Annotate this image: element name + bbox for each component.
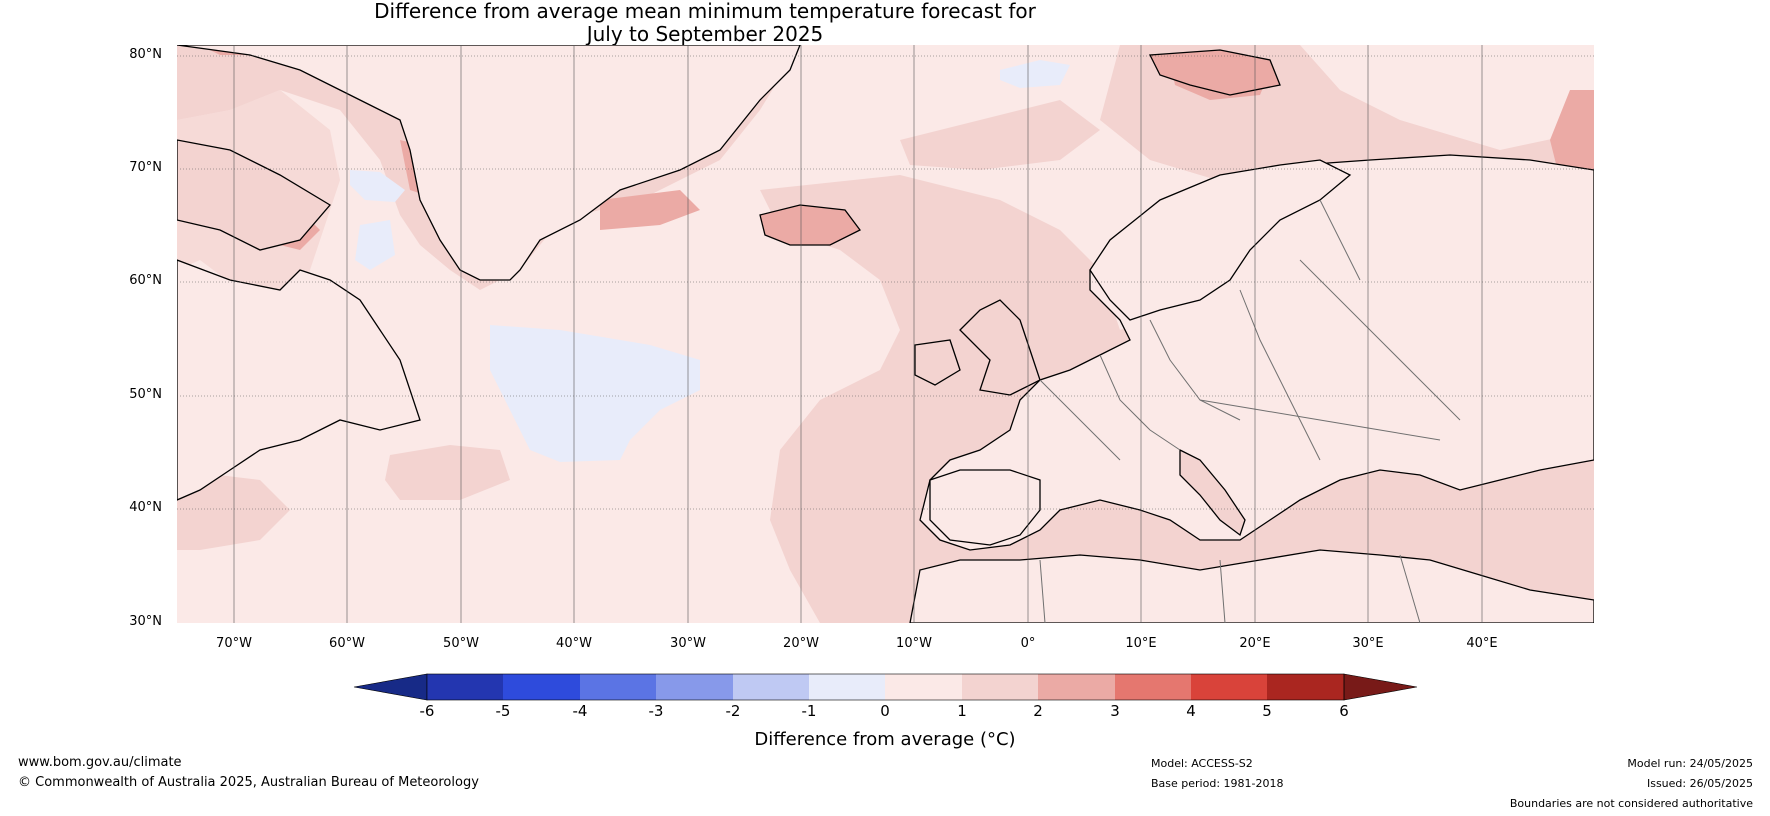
copyright-text: © Commonwealth of Australia 2025, Austra… [18, 775, 479, 790]
lon-label-40w: 40°W [556, 636, 592, 651]
colorbar-tick-4: 4 [1186, 702, 1196, 720]
colorbar-bin-2-3 [1038, 674, 1115, 700]
lon-label-10w: 10°W [896, 636, 932, 651]
model-run-date: Model run: 24/05/2025 [1627, 757, 1753, 770]
colorbar-high-extension [1343, 673, 1418, 701]
colorbar-bin-1-2 [962, 674, 1038, 700]
anomaly-patch-greenland-southeast-warm [600, 190, 700, 230]
anomaly-patch-newfoundland-south [177, 470, 290, 550]
lon-label-20e: 20°E [1239, 636, 1271, 651]
colorbar-bin-neg3-neg2 [656, 674, 733, 700]
map-title: Difference from average mean minimum tem… [0, 0, 1410, 46]
colorbar-tick-neg2: -2 [725, 702, 741, 720]
colorbar-outline [426, 673, 1345, 701]
lat-label-50n: 50°N [129, 387, 162, 402]
colorbar-tick-3: 3 [1110, 702, 1120, 720]
land-north-africa [909, 549, 1594, 623]
colorbar-tick-neg1: -1 [801, 702, 817, 720]
land-canada [177, 259, 421, 501]
title-line-2: July to September 2025 [586, 22, 824, 46]
lat-label-60n: 60°N [129, 273, 162, 288]
land-italy [1179, 448, 1246, 537]
colorbar-bin-neg4-neg3 [580, 674, 656, 700]
lon-label-30e: 30°E [1352, 636, 1384, 651]
land-britain [959, 299, 1041, 396]
colorbar-tick-5: 5 [1262, 702, 1272, 720]
land-iberia [929, 469, 1041, 546]
lon-label-10e: 10°E [1125, 636, 1157, 651]
lon-label-20w: 20°W [783, 636, 819, 651]
colorbar-tick-neg5: -5 [495, 702, 511, 720]
graticule [177, 55, 1594, 510]
colorbar-bin-0-1 [885, 674, 962, 700]
land-ireland [914, 339, 961, 386]
lon-label-70w: 70°W [216, 636, 252, 651]
colorbar-tick-0: 0 [880, 702, 890, 720]
lon-label-0: 0° [1020, 636, 1036, 651]
colorbar-bin-neg6-neg5 [427, 674, 503, 700]
lon-label-30w: 30°W [670, 636, 706, 651]
anomaly-patch-sargasso-cool [490, 325, 700, 462]
colorbar-bin-3-4 [1115, 674, 1191, 700]
website-link[interactable]: www.bom.gov.au/climate [18, 755, 182, 770]
boundaries-disclaimer: Boundaries are not considered authoritat… [1509, 797, 1753, 810]
model-name: Model: ACCESS-S2 [1151, 757, 1253, 770]
lon-label-50w: 50°W [443, 636, 479, 651]
lat-label-70n: 70°N [129, 160, 162, 175]
lat-label-80n: 80°N [129, 47, 162, 62]
anomaly-patch-labrador-cool-2 [355, 220, 395, 270]
lon-label-40e: 40°E [1466, 636, 1498, 651]
colorbar-bin-neg2-neg1 [733, 674, 809, 700]
colorbar-low-extension [353, 673, 428, 701]
title-line-1: Difference from average mean minimum tem… [374, 0, 1036, 23]
anomaly-patch-arctic-cool [1000, 60, 1070, 88]
base-period: Base period: 1981-2018 [1151, 777, 1284, 790]
lat-label-40n: 40°N [129, 500, 162, 515]
colorbar-tick-1: 1 [957, 702, 967, 720]
lat-label-30n: 30°N [129, 614, 162, 629]
colorbar-label: Difference from average (°C) [754, 729, 1016, 750]
anomaly-patch-azores [385, 445, 510, 500]
land-greenland [177, 45, 801, 281]
meridians [233, 45, 1483, 623]
land-iceland [759, 204, 861, 246]
land-scandinavia [1089, 159, 1352, 321]
colorbar-tick-2: 2 [1033, 702, 1043, 720]
anomaly-contours [177, 45, 1594, 623]
country-borders [1039, 199, 1461, 623]
colorbar [353, 673, 1418, 701]
colorbar-tick-6: 6 [1339, 702, 1349, 720]
issued-date: Issued: 26/05/2025 [1646, 777, 1753, 790]
colorbar-bin-neg1-0 [809, 674, 885, 700]
lon-label-60w: 60°W [329, 636, 365, 651]
colorbar-bin-5-6 [1267, 674, 1344, 700]
anomaly-patch-mid-atlantic [900, 100, 1100, 170]
colorbar-tick-neg3: -3 [648, 702, 664, 720]
land-baffin [177, 139, 331, 251]
colorbar-bin-neg5-neg4 [503, 674, 580, 700]
anomaly-patch-labrador-cool [350, 170, 405, 202]
colorbar-tick-neg6: -6 [419, 702, 435, 720]
colorbar-bin-4-5 [1191, 674, 1267, 700]
colorbar-tick-neg4: -4 [572, 702, 588, 720]
